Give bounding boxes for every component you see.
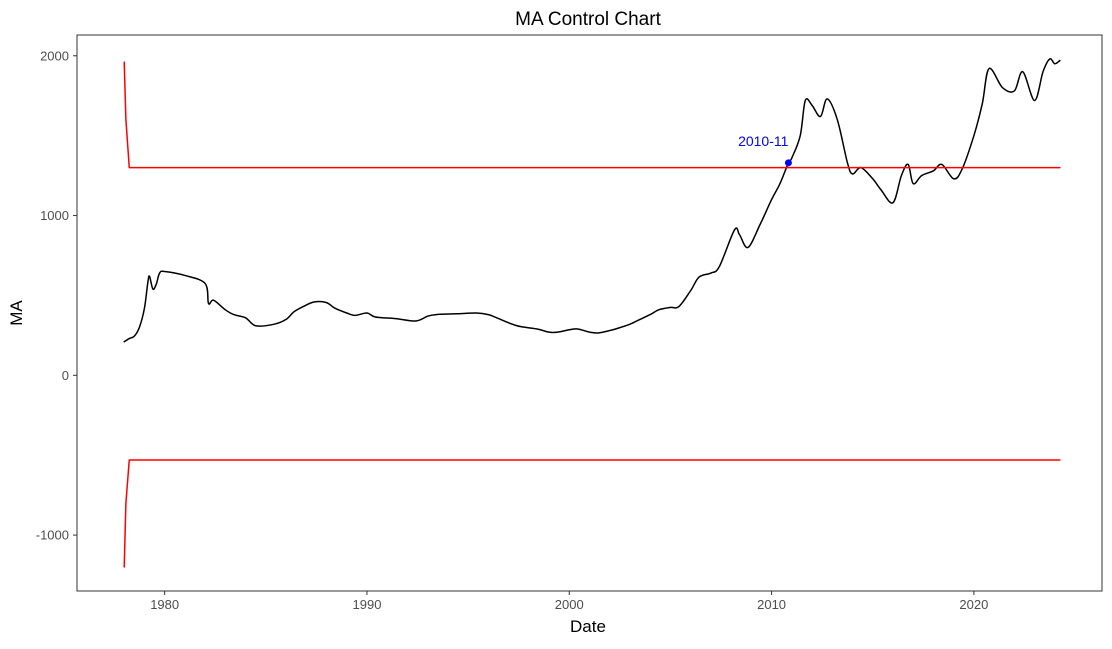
x-axis-label: Date xyxy=(570,617,606,636)
x-tick-label: 2000 xyxy=(555,597,584,612)
x-tick-label: 2010 xyxy=(757,597,786,612)
y-tick-label: 2000 xyxy=(40,48,69,63)
plot-panel-border xyxy=(76,34,1103,592)
x-tick-label: 1990 xyxy=(353,597,382,612)
highlight-point xyxy=(784,159,792,167)
y-axis-label: MA xyxy=(7,300,26,326)
y-tick-label: 0 xyxy=(62,368,69,383)
y-tick-label: 1000 xyxy=(40,208,69,223)
ma-series-line xyxy=(123,58,1061,343)
axis-ticks: 1980 1990 2000 2010 2020 2000 1000 0 -1000 xyxy=(36,48,989,612)
upper-control-limit-line xyxy=(123,61,1061,169)
chart-highlights: 2010-11 xyxy=(738,133,792,167)
highlight-point-label: 2010-11 xyxy=(738,133,789,149)
chart-title: MA Control Chart xyxy=(515,9,661,30)
chart-series xyxy=(123,58,1061,568)
y-tick-label: -1000 xyxy=(36,528,69,543)
x-tick-label: 1980 xyxy=(150,597,179,612)
lower-control-limit-line xyxy=(123,459,1061,568)
x-tick-label: 2020 xyxy=(959,597,988,612)
